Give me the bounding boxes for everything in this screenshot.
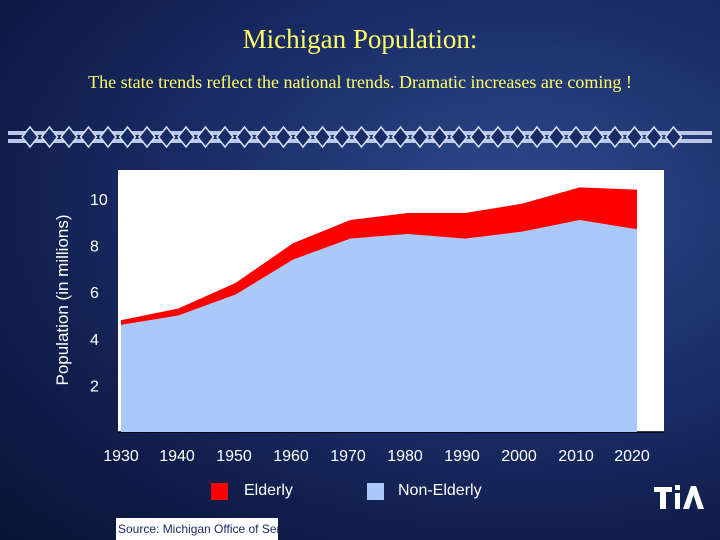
band-diamond	[372, 125, 390, 149]
x-tick-label: 1940	[159, 448, 195, 465]
x-tick-label: 2000	[501, 448, 537, 465]
band-diamond	[79, 125, 98, 149]
band-diamond	[99, 125, 117, 149]
band-diamond	[469, 125, 488, 149]
area-non-elderly	[121, 219, 637, 432]
band-diamond	[118, 125, 137, 149]
band-diamond	[333, 125, 351, 149]
band-diamond	[664, 125, 683, 149]
band-diamond	[60, 125, 78, 149]
band-diamond	[177, 125, 195, 149]
band-diamond	[235, 125, 254, 149]
band-diamond	[294, 125, 312, 149]
legend-label-elderly: Elderly	[244, 482, 293, 499]
band-diamond	[606, 125, 624, 149]
band-diamond	[157, 125, 176, 149]
area-elderly	[121, 187, 637, 325]
x-tick-label: 1960	[273, 448, 309, 465]
band-diamond	[508, 125, 527, 149]
band-diamond	[489, 125, 507, 149]
legend-swatch-non-elderly	[367, 483, 384, 500]
y-tick-label: 10	[90, 192, 108, 209]
band-diamond	[274, 125, 293, 149]
band-diamond	[567, 125, 585, 149]
y-tick-label: 2	[90, 378, 99, 395]
x-tick-label: 1950	[216, 448, 252, 465]
diamond-divider-band	[8, 125, 712, 149]
y-axis-label: Population (in millions)	[53, 214, 72, 385]
chart-legend: Elderly Non-Elderly	[211, 482, 482, 500]
band-diamond	[216, 125, 234, 149]
x-tick-label: 2010	[558, 448, 594, 465]
legend-swatch-elderly	[211, 483, 228, 500]
band-diamond	[313, 125, 332, 149]
x-tick-label: 1990	[444, 448, 480, 465]
band-diamond	[547, 125, 566, 149]
y-tick-label: 4	[90, 332, 99, 349]
band-diamond	[255, 125, 273, 149]
band-diamond	[586, 125, 605, 149]
y-tick-label: 6	[90, 285, 99, 302]
band-diamond	[430, 125, 449, 149]
band-diamond	[625, 125, 644, 149]
x-tick-label: 1930	[103, 448, 139, 465]
band-diamond	[528, 125, 546, 149]
band-diamond	[196, 125, 215, 149]
band-diamond	[391, 125, 410, 149]
x-tick-label: 2020	[614, 448, 650, 465]
band-diamond	[138, 125, 156, 149]
source-note: Source: Michigan Office of Services to t…	[116, 518, 278, 540]
slide-subtitle: The state trends reflect the national tr…	[88, 72, 632, 92]
band-diamond	[40, 125, 59, 149]
band-diamond	[352, 125, 371, 149]
slide-title: Michigan Population:	[242, 24, 478, 54]
logo-icon	[654, 485, 704, 509]
legend-label-non-elderly: Non-Elderly	[398, 482, 482, 499]
x-tick-label: 1970	[330, 448, 366, 465]
y-tick-label: 8	[90, 239, 99, 256]
x-tick-label: 1980	[387, 448, 423, 465]
band-diamond	[450, 125, 468, 149]
band-diamond	[645, 125, 663, 149]
band-diamond	[21, 125, 39, 149]
band-diamond	[411, 125, 429, 149]
